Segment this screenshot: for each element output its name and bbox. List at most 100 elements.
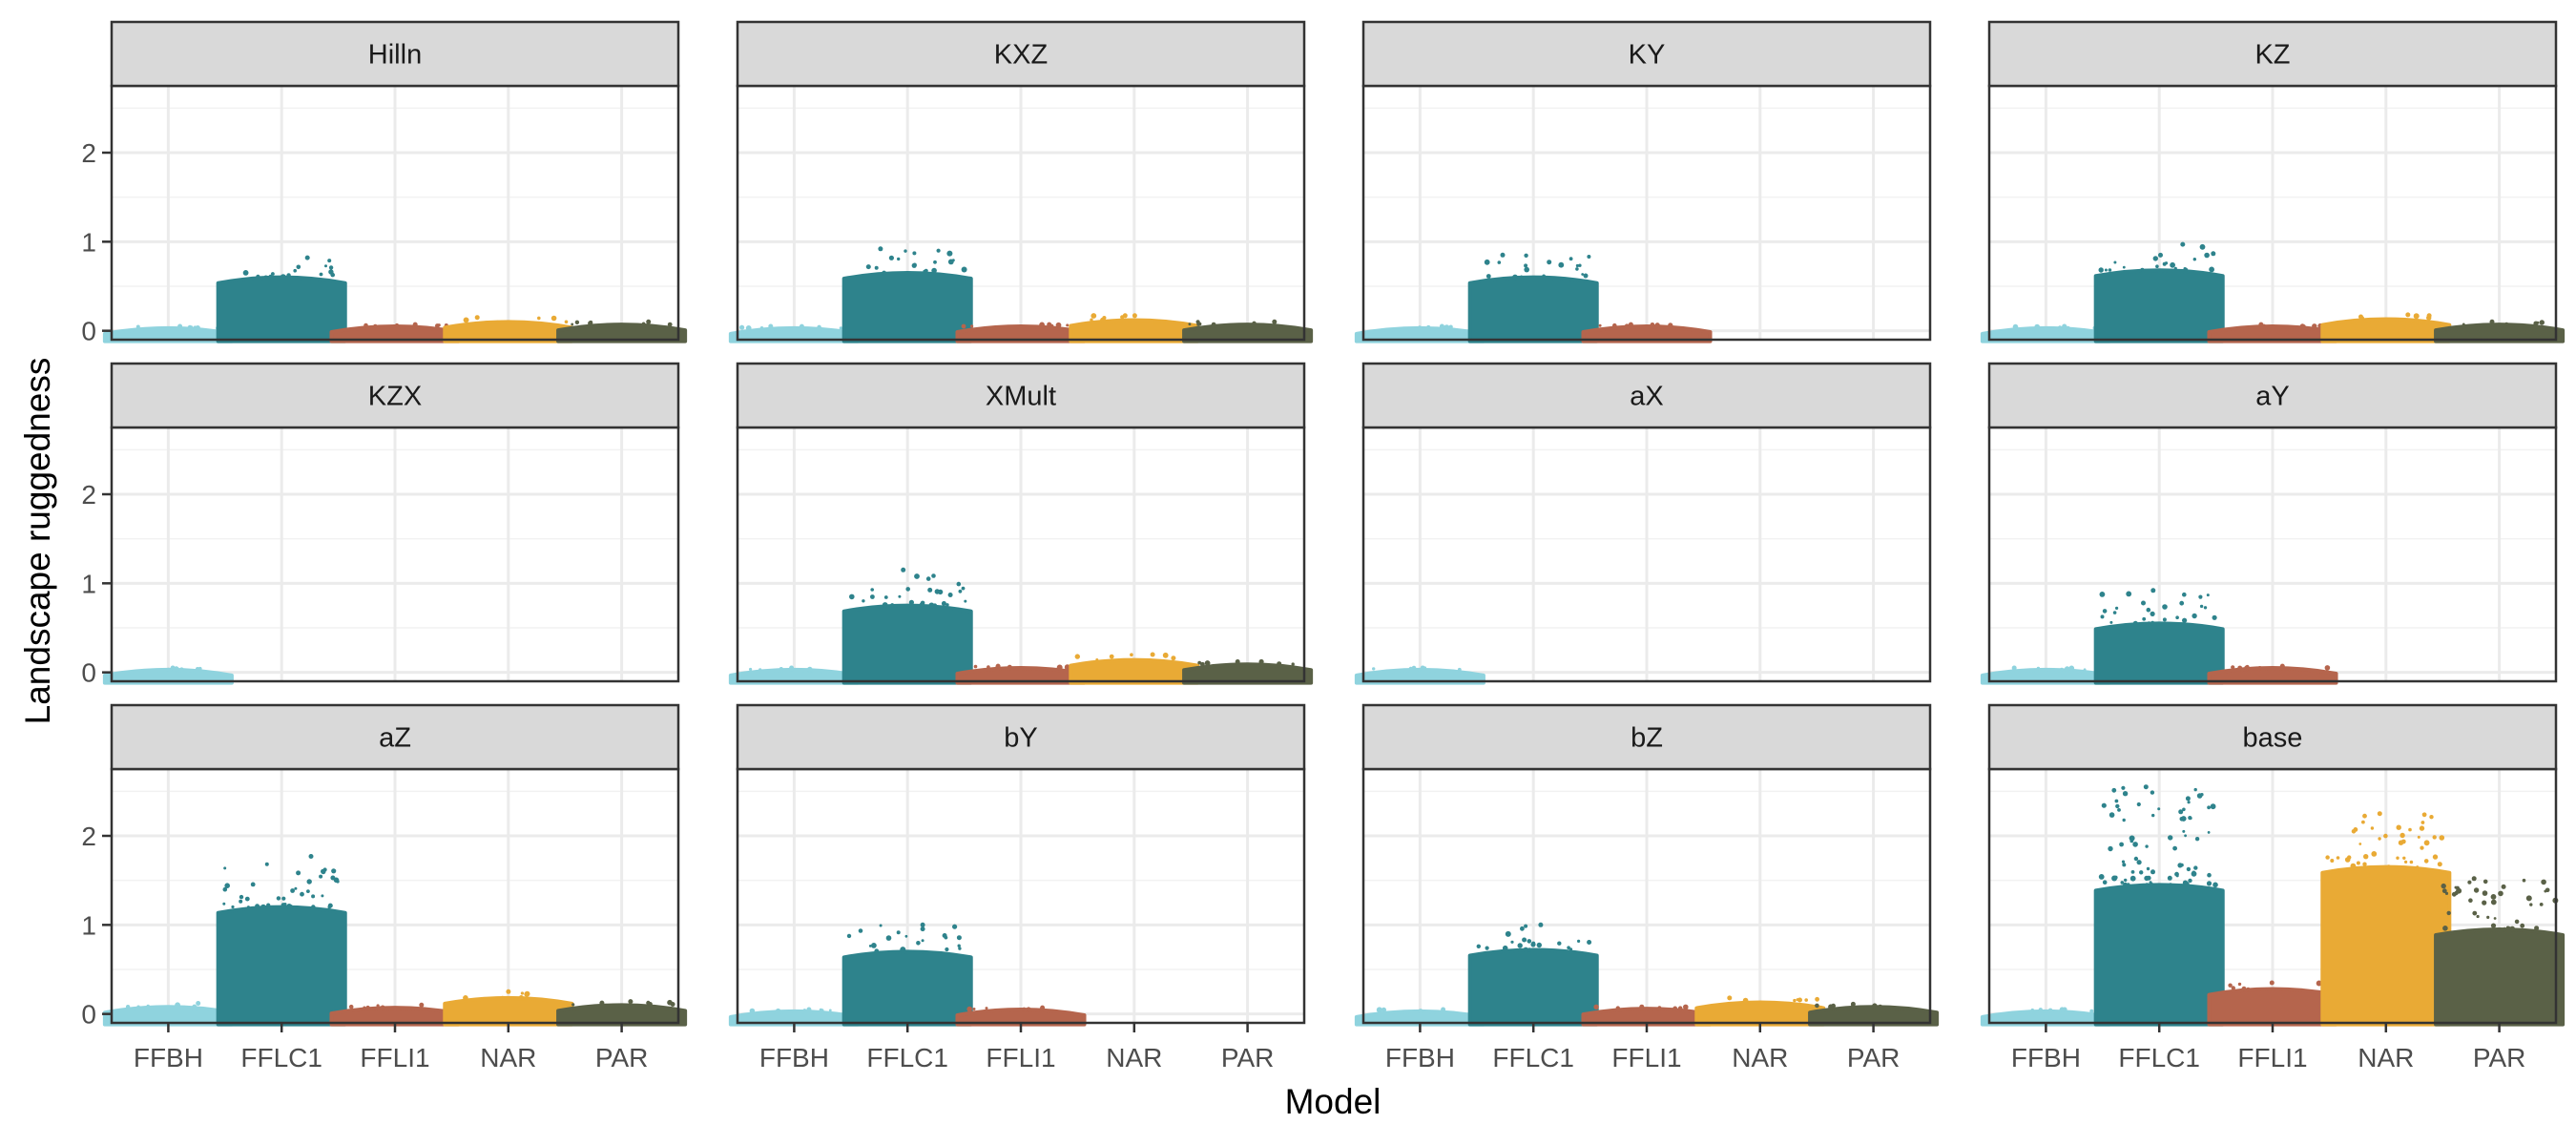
outlier-point [223, 866, 227, 870]
outlier-point [2145, 883, 2150, 887]
max-point [2269, 980, 2275, 986]
facet-panel-ay: aY [1980, 362, 2558, 685]
outlier-point [319, 272, 323, 277]
outlier-point [1091, 313, 1097, 319]
outlier-point [2102, 880, 2108, 885]
max-point [170, 665, 176, 671]
outlier-point [2185, 796, 2191, 802]
outlier-point [2173, 266, 2177, 270]
outlier-point [1457, 667, 1462, 672]
point-cloud-body [841, 271, 973, 344]
outlier-point [2490, 894, 2497, 900]
outlier-point [2408, 827, 2412, 832]
x-tick-label: FFLC1 [240, 1043, 322, 1072]
outlier-point [1872, 1003, 1878, 1009]
outlier-point [224, 883, 230, 888]
point-cloud-body [2093, 268, 2225, 344]
outlier-point [2141, 600, 2146, 606]
outlier-point [246, 906, 250, 909]
outlier-point [883, 602, 887, 608]
outlier-point [961, 323, 966, 329]
series-fflc1 [841, 246, 973, 344]
series-fflc1 [2093, 588, 2225, 685]
outlier-point [885, 935, 892, 941]
facet-panel-ax: aX [1354, 362, 1932, 685]
outlier-point [2472, 910, 2478, 916]
outlier-point [2413, 313, 2420, 320]
outlier-point [2189, 817, 2192, 820]
point-cloud-body [1467, 275, 1599, 344]
outlier-point [2399, 832, 2405, 839]
outlier-point [327, 905, 332, 909]
outlier-point [2539, 320, 2545, 325]
outlier-point [2493, 917, 2497, 920]
point-cloud-body [1069, 657, 1200, 685]
outlier-point [2467, 880, 2472, 885]
outlier-point [1484, 259, 1490, 265]
outlier-point [927, 587, 933, 593]
outlier-point [2324, 665, 2331, 671]
series-nar [2320, 811, 2452, 1027]
outlier-point [2351, 829, 2357, 834]
outlier-point [2136, 860, 2142, 865]
outlier-point [1448, 324, 1453, 329]
x-axis-title: Model [1285, 1082, 1381, 1121]
max-point [304, 255, 310, 260]
outlier-point [1668, 323, 1673, 328]
outlier-point [2237, 665, 2243, 671]
outlier-point [1056, 664, 1063, 671]
facet-strip [736, 703, 1306, 771]
outlier-point [2132, 842, 2138, 847]
outlier-point [263, 275, 268, 280]
x-tick-label: FFLC1 [1492, 1043, 1574, 1072]
outlier-point [1815, 996, 1819, 1002]
outlier-point [2168, 835, 2173, 841]
outlier-point [2162, 261, 2167, 266]
outlier-point [1026, 1007, 1031, 1012]
outlier-point [846, 933, 852, 939]
outlier-point [2191, 870, 2197, 877]
outlier-point [599, 1000, 605, 1006]
outlier-point [290, 888, 295, 893]
outlier-point [348, 1004, 354, 1010]
outlier-point [2034, 323, 2040, 330]
outlier-point [175, 1002, 181, 1009]
outlier-point [874, 948, 880, 954]
outlier-point [2129, 875, 2136, 882]
max-point [2180, 241, 2186, 247]
outlier-point [1578, 263, 1582, 267]
outlier-point [931, 573, 936, 578]
facet-panel-bz: bZ FFBH FFLC1 FFLI1 NAR PAR [1354, 703, 1940, 1072]
max-point [2279, 663, 2285, 669]
outlier-point [896, 930, 901, 935]
max-point [196, 1001, 201, 1006]
outlier-point [966, 1006, 972, 1012]
outlier-point [2184, 834, 2188, 838]
max-point [1441, 1007, 1446, 1012]
outlier-point [2047, 1008, 2053, 1013]
outlier-point [2509, 926, 2515, 932]
outlier-point [1615, 1006, 1621, 1010]
outlier-point [2257, 666, 2262, 670]
outlier-point [2514, 919, 2520, 925]
outlier-point [928, 602, 935, 609]
point-cloud-body [443, 995, 574, 1027]
outlier-point [2162, 604, 2168, 610]
outlier-point [2182, 880, 2189, 885]
facet-strip [736, 20, 1306, 88]
x-tick-label: FFBH [759, 1043, 829, 1072]
outlier-point [2210, 803, 2216, 810]
outlier-point [2356, 861, 2360, 865]
outlier-point [2183, 267, 2189, 273]
max-point [768, 323, 774, 329]
series-par [556, 999, 688, 1027]
outlier-point [2386, 864, 2391, 869]
outlier-point [1197, 322, 1202, 326]
outlier-point [2473, 887, 2480, 893]
outlier-point [858, 928, 863, 933]
max-point [474, 315, 480, 321]
outlier-point [908, 599, 915, 606]
outlier-point [921, 939, 924, 943]
max-point [878, 246, 883, 252]
outlier-point [817, 324, 821, 329]
